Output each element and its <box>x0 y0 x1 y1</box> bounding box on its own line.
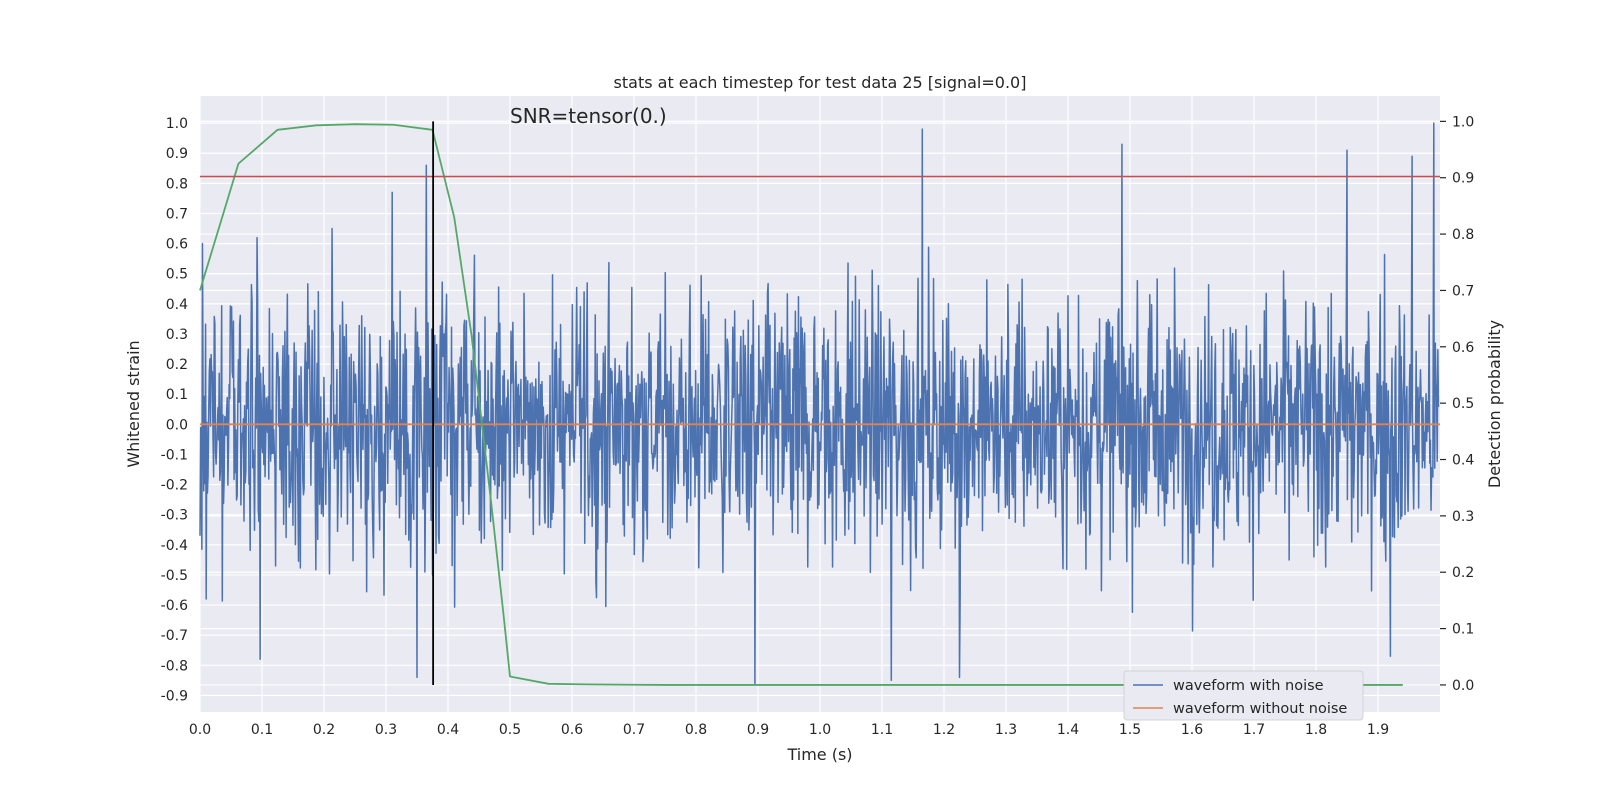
x-tick-label: 0.7 <box>623 722 645 738</box>
x-tick-label: 1.4 <box>1057 722 1079 738</box>
y-tick-label-right: 0.0 <box>1452 678 1474 694</box>
x-tick-label: 1.8 <box>1305 722 1327 738</box>
snr-annotation: SNR=tensor(0.) <box>510 104 667 128</box>
x-tick-label: 1.3 <box>995 722 1017 738</box>
x-tick-label: 1.7 <box>1243 722 1265 738</box>
x-tick-label: 0.0 <box>189 722 211 738</box>
y-tick-label-right: 0.9 <box>1452 171 1474 187</box>
y-axis-label-right: Detection probability <box>1485 320 1504 488</box>
series-waveform-with-noise <box>199 122 1440 685</box>
legend-box <box>1123 670 1364 721</box>
y-tick-label-left: 0.9 <box>166 146 188 162</box>
chart-title: stats at each timestep for test data 25 … <box>614 73 1027 92</box>
x-tick-label: 1.2 <box>933 722 955 738</box>
y-tick-label-left: -0.6 <box>161 598 188 614</box>
y-tick-label-right: 1.0 <box>1452 114 1474 130</box>
y-tick-label-left: -0.9 <box>161 688 188 704</box>
x-tick-label: 0.4 <box>437 722 459 738</box>
y-tick-label-left: 0.0 <box>166 417 188 433</box>
x-axis-label: Time (s) <box>786 745 852 764</box>
y-tick-label-right: 0.1 <box>1452 622 1474 638</box>
x-tick-label: 0.8 <box>685 722 707 738</box>
y-tick-label-left: 0.1 <box>166 387 188 403</box>
y-tick-label-right: 0.4 <box>1452 453 1474 469</box>
y-tick-label-left: -0.2 <box>161 478 188 494</box>
y-tick-label-right: 0.5 <box>1452 396 1474 412</box>
legend: waveform with noise waveform without noi… <box>1123 670 1364 721</box>
probability-line <box>199 123 1403 686</box>
x-tick-label: 1.5 <box>1119 722 1141 738</box>
legend-label-clean: waveform without noise <box>1173 701 1347 717</box>
y-tick-label-left: 0.4 <box>166 297 188 313</box>
ticks: 0.0 0.1 0.2 0.3 0.4 0.5 0.6 0.7 0.8 0.9 1.0 1.1 1.2 1… <box>161 114 1475 738</box>
y-tick-label-left: -0.3 <box>161 508 188 524</box>
x-tick-label: 0.5 <box>499 722 521 738</box>
y-tick-label-right: 0.8 <box>1452 227 1474 243</box>
x-tick-label: 1.9 <box>1367 722 1389 738</box>
legend-label-noisy: waveform with noise <box>1173 678 1324 694</box>
y-tick-label-left: -0.5 <box>161 568 188 584</box>
y-tick-label-left: 0.7 <box>166 206 188 222</box>
series-detection-probability <box>199 123 1403 686</box>
y-tick-label-right: 0.3 <box>1452 509 1474 525</box>
x-tick-label: 1.0 <box>809 722 831 738</box>
x-tick-label: 1.6 <box>1181 722 1203 738</box>
y-tick-label-left: 0.6 <box>166 237 188 253</box>
y-tick-label-left: 0.2 <box>166 357 188 373</box>
noisy-waveform-line <box>199 122 1440 685</box>
y-tick-label-left: 0.8 <box>166 176 188 192</box>
y-tick-label-left: -0.1 <box>161 447 188 463</box>
x-tick-label: 0.9 <box>747 722 769 738</box>
x-tick-label: 0.6 <box>561 722 583 738</box>
x-tick-label: 0.2 <box>313 722 335 738</box>
y-tick-label-right: 0.2 <box>1452 565 1474 581</box>
x-tick-label: 0.3 <box>375 722 397 738</box>
y-tick-label-left: -0.7 <box>161 628 188 644</box>
y-tick-label-left: 0.3 <box>166 327 188 343</box>
y-tick-label-left: -0.4 <box>161 538 188 554</box>
y-tick-label-left: 1.0 <box>166 116 188 132</box>
y-tick-label-right: 0.6 <box>1452 340 1474 356</box>
x-tick-label: 1.1 <box>871 722 893 738</box>
y-axis-label-left: Whitened strain <box>124 340 143 467</box>
y-tick-label-left: 0.5 <box>166 267 188 283</box>
x-tick-label: 0.1 <box>251 722 273 738</box>
y-tick-label-left: -0.8 <box>161 658 188 674</box>
y-tick-label-right: 0.7 <box>1452 283 1474 299</box>
